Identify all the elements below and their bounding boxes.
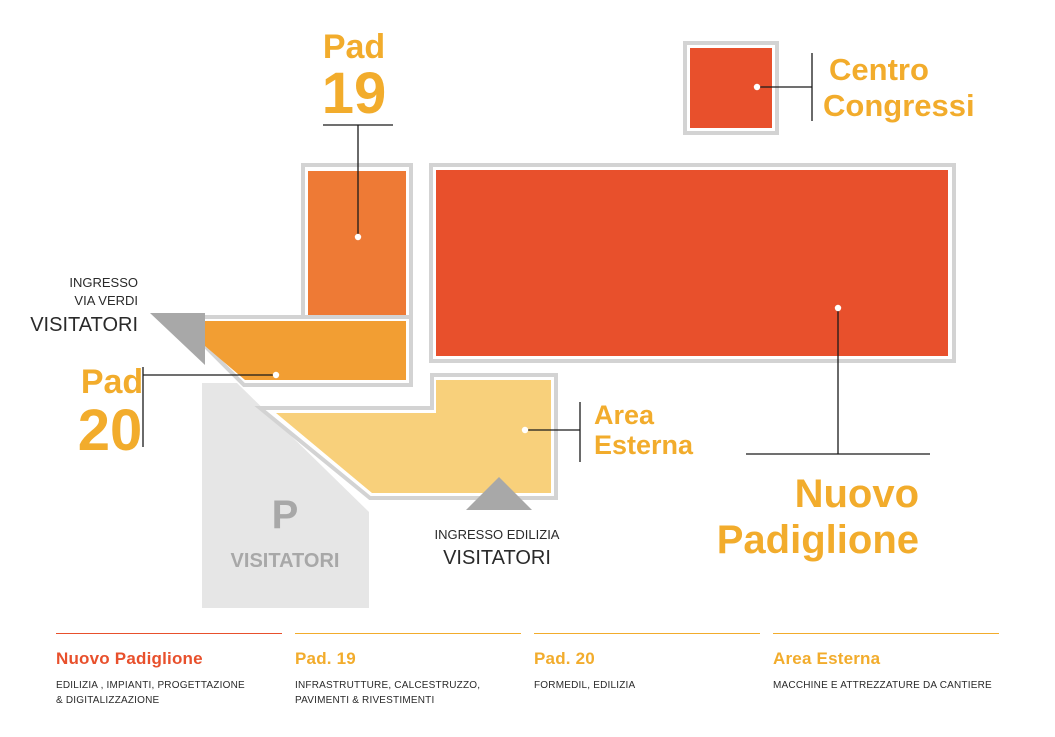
- pad-19-dot: [354, 233, 362, 241]
- nuovo-padiglione-dot: [834, 304, 842, 312]
- pad-20-label-line1: Pad: [81, 363, 143, 401]
- legend-divider: [56, 633, 282, 634]
- centro-congressi-label-line1: Centro: [829, 52, 929, 87]
- parking-area[interactable]: [202, 383, 369, 608]
- entrance-edilizia-line1: INGRESSO EDILIZIA: [435, 527, 560, 542]
- entrance-edilizia-marker[interactable]: [466, 477, 532, 510]
- legend-item-pad-20[interactable]: Pad. 20 FORMEDIL, EDILIZIA: [534, 633, 760, 693]
- legend-description: FORMEDIL, EDILIZIA: [534, 678, 760, 693]
- legend-divider: [295, 633, 521, 634]
- legend-item-nuovo-padiglione[interactable]: Nuovo Padiglione EDILIZIA , IMPIANTI, PR…: [56, 633, 282, 708]
- legend-description-line: EDILIZIA , IMPIANTI, PROGETTAZIONE: [56, 680, 245, 691]
- leader-dots: [272, 83, 842, 434]
- area-esterna-label-line2: Esterna: [594, 430, 694, 460]
- fair-map: P VISITATORI: [30, 28, 975, 608]
- pad-19-label-line1: Pad: [323, 28, 385, 66]
- area-esterna-dot: [521, 426, 529, 434]
- centro-congressi-dot: [753, 83, 761, 91]
- legend-item-area-esterna[interactable]: Area Esterna MACCHINE E ATTREZZATURE DA …: [773, 633, 999, 693]
- entrance-edilizia-line2: VISITATORI: [443, 547, 551, 569]
- legend-description: MACCHINE E ATTREZZATURE DA CANTIERE: [773, 678, 999, 693]
- area-esterna[interactable]: [254, 373, 558, 500]
- legend-description: INFRASTRUTTURE, CALCESTRUZZO, PAVIMENTI …: [295, 678, 521, 708]
- legend-title: Area Esterna: [773, 649, 881, 668]
- parking-p-label: P: [272, 493, 299, 537]
- entrance-via-verdi-marker[interactable]: [150, 313, 205, 365]
- legend-divider: [534, 633, 760, 634]
- parking-visitatori-label: VISITATORI: [231, 550, 340, 572]
- pad-20-label-line2: 20: [78, 398, 143, 463]
- legend-description-line: PAVIMENTI & RIVESTIMENTI: [295, 695, 435, 706]
- legend-description-line: FORMEDIL, EDILIZIA: [534, 680, 636, 691]
- entrance-via-verdi-line2: VIA VERDI: [74, 293, 138, 308]
- centro-congressi-building[interactable]: [683, 41, 779, 135]
- entrance-via-verdi-line1: INGRESSO: [69, 275, 138, 290]
- legend-divider: [773, 633, 999, 634]
- centro-congressi-label-line2: Congressi: [823, 88, 975, 123]
- legend-title: Pad. 19: [295, 649, 356, 668]
- legend-title: Nuovo Padiglione: [56, 649, 203, 668]
- nuovo-padiglione-building[interactable]: [429, 163, 956, 363]
- pad-20-dot: [272, 371, 280, 379]
- pad-19-label-line2: 19: [322, 61, 387, 126]
- entrance-via-verdi-line3: VISITATORI: [30, 314, 138, 336]
- legend-item-pad-19[interactable]: Pad. 19 INFRASTRUTTURE, CALCESTRUZZO, PA…: [295, 633, 521, 708]
- legend-title: Pad. 20: [534, 649, 595, 668]
- nuovo-padiglione-label-line2: Padiglione: [717, 518, 919, 562]
- leader-lines: [142, 53, 930, 462]
- nuovo-padiglione-label-line1: Nuovo: [795, 472, 919, 516]
- legend-description-line: MACCHINE E ATTREZZATURE DA CANTIERE: [773, 680, 992, 691]
- legend-description-line: & DIGITALIZZAZIONE: [56, 695, 160, 706]
- pad-20-building[interactable]: [198, 315, 413, 387]
- pad-19-building[interactable]: [301, 163, 413, 322]
- legend-description: EDILIZIA , IMPIANTI, PROGETTAZIONE & DIG…: [56, 678, 282, 708]
- legend-description-line: INFRASTRUTTURE, CALCESTRUZZO,: [295, 680, 481, 691]
- area-esterna-label-line1: Area: [594, 400, 655, 430]
